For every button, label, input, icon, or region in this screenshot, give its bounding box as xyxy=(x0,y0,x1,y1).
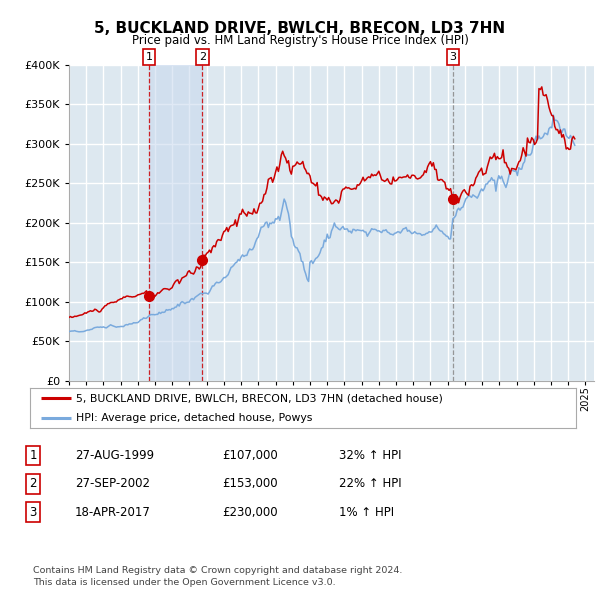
Text: 2: 2 xyxy=(29,477,37,490)
Text: 2: 2 xyxy=(199,52,206,62)
Text: £153,000: £153,000 xyxy=(222,477,278,490)
Text: Price paid vs. HM Land Registry's House Price Index (HPI): Price paid vs. HM Land Registry's House … xyxy=(131,34,469,47)
Text: 1% ↑ HPI: 1% ↑ HPI xyxy=(339,506,394,519)
Text: 32% ↑ HPI: 32% ↑ HPI xyxy=(339,449,401,462)
Text: £107,000: £107,000 xyxy=(222,449,278,462)
Text: 27-SEP-2002: 27-SEP-2002 xyxy=(75,477,150,490)
Text: HPI: Average price, detached house, Powys: HPI: Average price, detached house, Powy… xyxy=(76,413,313,422)
Text: 27-AUG-1999: 27-AUG-1999 xyxy=(75,449,154,462)
Text: 1: 1 xyxy=(29,449,37,462)
Text: 5, BUCKLAND DRIVE, BWLCH, BRECON, LD3 7HN (detached house): 5, BUCKLAND DRIVE, BWLCH, BRECON, LD3 7H… xyxy=(76,394,443,404)
Text: £230,000: £230,000 xyxy=(222,506,278,519)
Text: 3: 3 xyxy=(449,52,457,62)
Text: Contains HM Land Registry data © Crown copyright and database right 2024.
This d: Contains HM Land Registry data © Crown c… xyxy=(33,566,403,587)
Text: 3: 3 xyxy=(29,506,37,519)
Text: 1: 1 xyxy=(146,52,152,62)
Bar xyxy=(149,65,202,381)
Text: 5, BUCKLAND DRIVE, BWLCH, BRECON, LD3 7HN: 5, BUCKLAND DRIVE, BWLCH, BRECON, LD3 7H… xyxy=(94,21,506,35)
Text: 22% ↑ HPI: 22% ↑ HPI xyxy=(339,477,401,490)
Text: 18-APR-2017: 18-APR-2017 xyxy=(75,506,151,519)
